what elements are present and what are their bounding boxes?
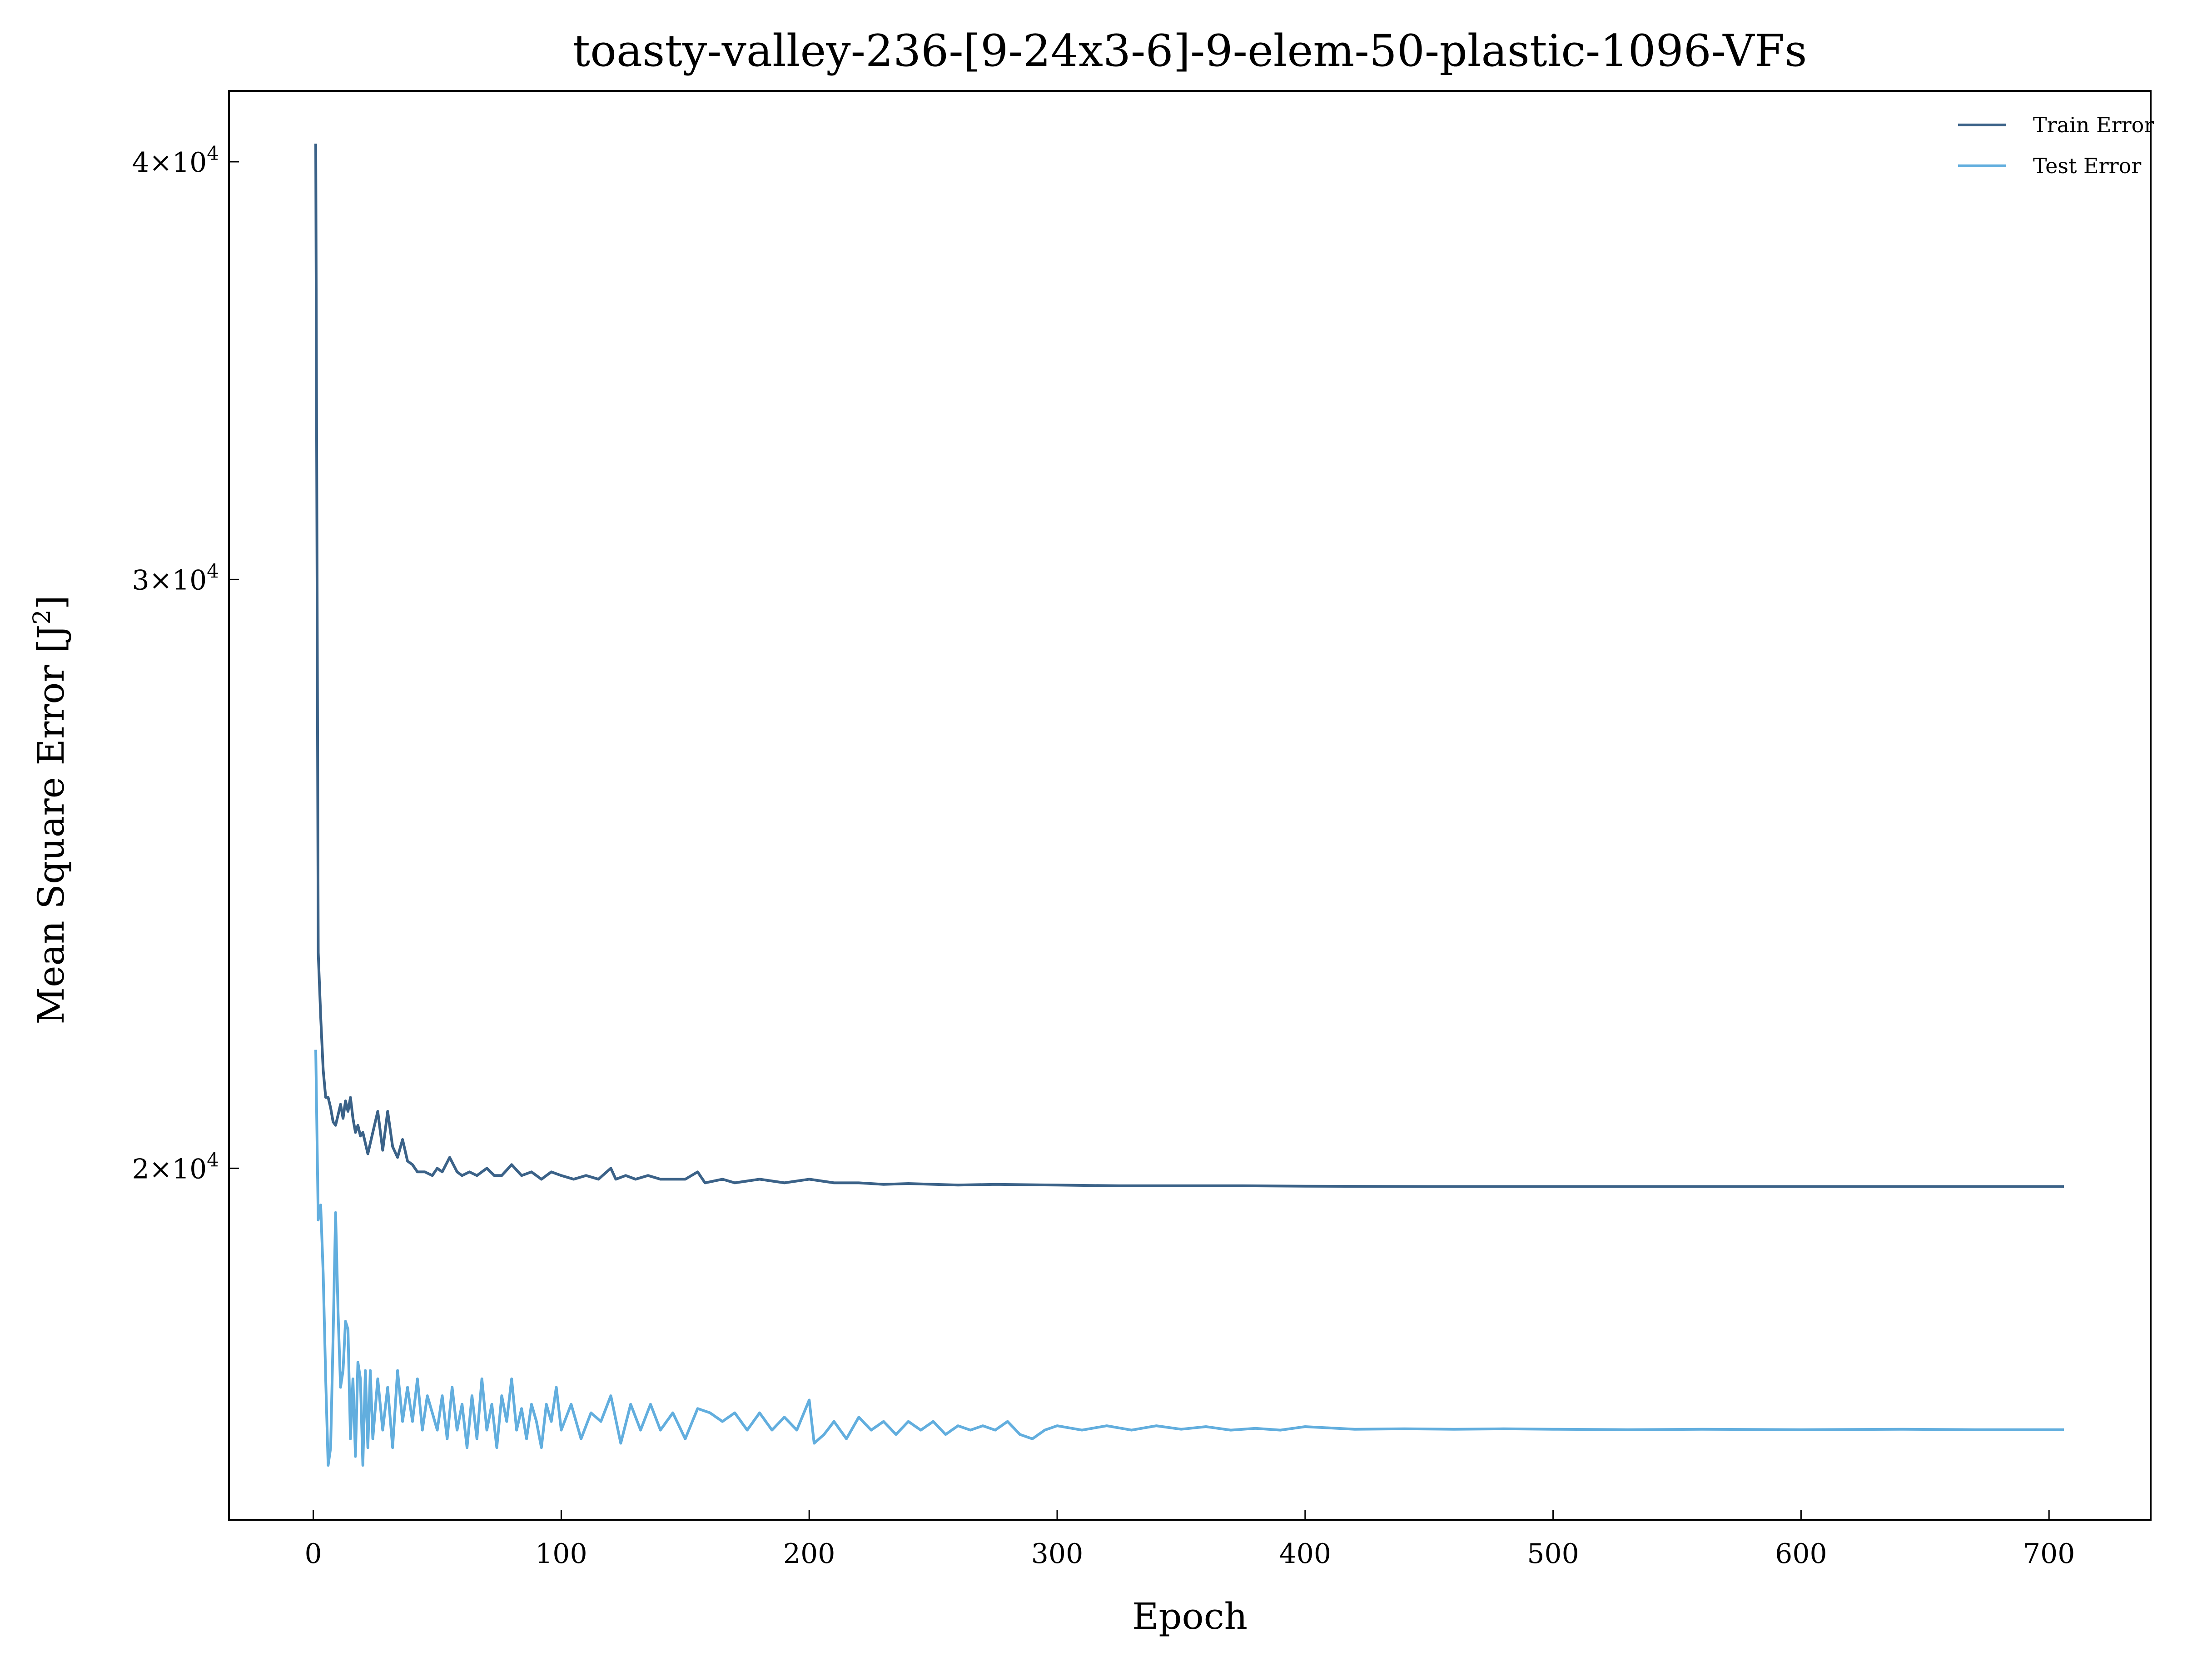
- x-tick-label: 200: [783, 1538, 835, 1570]
- legend: Train Error Test Error: [1958, 113, 2154, 178]
- y-tick-label: 3×104: [132, 560, 219, 596]
- y-tick-label: 4×104: [132, 142, 219, 179]
- x-tick-label: 300: [1031, 1538, 1084, 1570]
- y-axis-label: Mean Square Error [J2]: [29, 595, 72, 1024]
- series-layer: [314, 144, 2064, 1467]
- plot-frame: [228, 90, 2152, 1521]
- y-tick-label: 2×104: [132, 1149, 219, 1185]
- y-axis-ticks: 4×104 3×104 2×104: [132, 142, 239, 1185]
- x-axis-label: Epoch: [1132, 1595, 1248, 1637]
- x-tick-label: 100: [535, 1538, 587, 1570]
- chart-title: toasty-valley-236-[9-24x3-6]-9-elem-50-p…: [573, 25, 1807, 76]
- x-tick-label: 500: [1527, 1538, 1579, 1570]
- x-tick-label: 700: [2023, 1538, 2075, 1570]
- x-tick-label: 400: [1279, 1538, 1332, 1570]
- series-line-test-error: [314, 1050, 2064, 1467]
- x-tick-label: 0: [304, 1538, 322, 1570]
- y-axis-label-close: ]: [30, 595, 72, 609]
- legend-label: Test Error: [2033, 154, 2141, 178]
- x-tick-label: 600: [1775, 1538, 1827, 1570]
- legend-label: Train Error: [2033, 113, 2154, 137]
- y-axis-label-main: Mean Square Error [J: [30, 625, 72, 1025]
- x-axis-ticks: 0 100 200 300 400 500 600 700: [304, 1510, 2075, 1570]
- series-line-train-error: [314, 144, 2064, 1188]
- y-axis-label-superscript: 2: [29, 609, 56, 624]
